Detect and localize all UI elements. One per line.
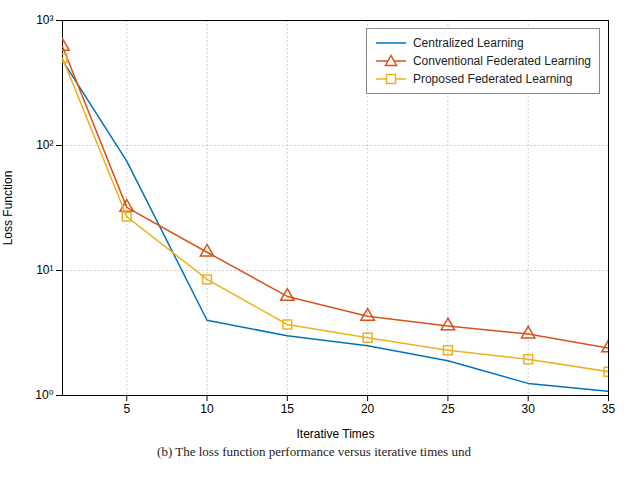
svg-text:35: 35 bbox=[602, 402, 616, 416]
svg-text:10⁰: 10⁰ bbox=[35, 388, 53, 402]
svg-text:15: 15 bbox=[281, 402, 295, 416]
html-text:Centralized Learning: Centralized Learning bbox=[412, 36, 524, 50]
svg-text:10: 10 bbox=[200, 402, 214, 416]
html-text:Proposed Federated Learning: Proposed Federated Learning bbox=[412, 72, 573, 86]
svg-text:10¹: 10¹ bbox=[36, 263, 53, 277]
svg-text:30: 30 bbox=[522, 402, 536, 416]
html-text:(b) The loss function performa: (b) The loss function performance versus… bbox=[157, 444, 471, 459]
svg-text:Iterative Times: Iterative Times bbox=[296, 427, 374, 441]
html-text:Conventional Federated Learnin: Conventional Federated Learning bbox=[412, 54, 591, 68]
svg-text:25: 25 bbox=[441, 402, 455, 416]
svg-text:5: 5 bbox=[123, 402, 130, 416]
svg-text:20: 20 bbox=[361, 402, 375, 416]
svg-text:10²: 10² bbox=[36, 138, 53, 152]
svg-text:10³: 10³ bbox=[36, 13, 53, 27]
svg-text:Loss Function: Loss Function bbox=[1, 171, 15, 246]
